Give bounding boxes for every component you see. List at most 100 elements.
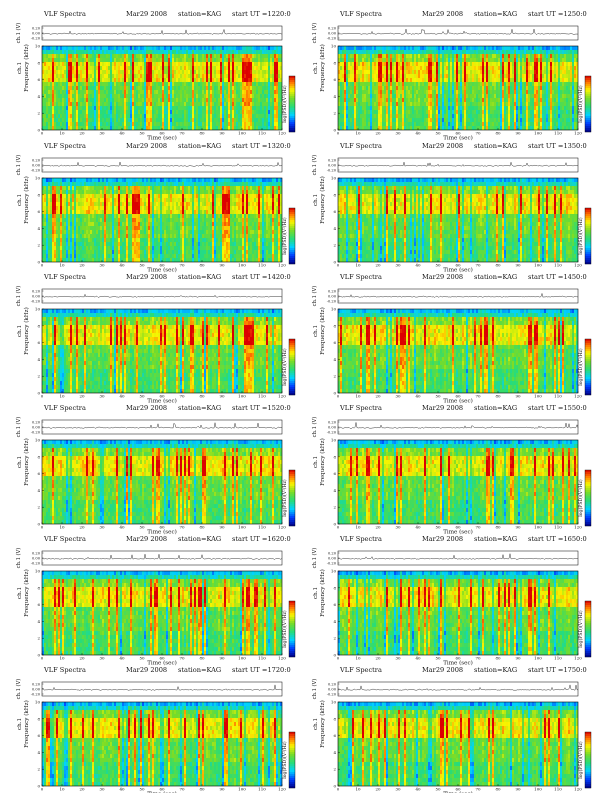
spectrogram-cell [370,126,372,130]
spectrogram-cell [246,114,248,118]
spectrogram-cell [202,122,204,126]
spectrogram-cell [108,62,110,66]
spectrogram-cell [532,66,534,70]
spectrogram-cell [214,118,216,122]
spectrogram-cell [154,78,156,82]
spectrogram-cell [44,50,46,54]
spectrogram-cell [518,50,520,54]
spectrogram-cell [196,50,198,54]
waveform-tick-label: -0.20 [31,37,41,41]
spectrogram-cell [528,126,530,130]
spectrogram-cell [558,46,560,50]
spectrogram-cell [338,90,340,94]
spectrogram-cell [186,126,188,130]
spectrogram-cell [480,50,482,54]
spectrogram-cell [64,54,66,58]
spectrogram-cell [62,122,64,126]
spectrogram-cell [458,78,460,82]
spectrogram-cell [144,126,146,130]
spectrogram-cell [84,90,86,94]
spectrogram-cell [452,118,454,122]
spectrogram-cell [86,58,88,62]
spectrogram-cell [196,54,198,58]
spectrogram-cell [174,110,176,114]
spectrogram-cell [104,98,106,102]
spectrogram-cell [550,46,552,50]
spectrogram-cell [424,90,426,94]
spectrogram-cell [428,58,430,62]
spectrogram-cell [164,110,166,114]
spectrogram-cell [94,46,96,50]
spectrogram-cell [378,98,380,102]
spectrogram-cell [246,66,248,70]
spectrogram-cell [450,94,452,98]
spectrogram-cell [536,94,538,98]
spectrogram-cell [256,70,258,74]
spectrogram-cell [238,118,240,122]
spectrogram-cell [562,78,564,82]
spectrogram-cell [390,90,392,94]
spectrogram-cell [106,122,108,126]
spectrogram-cell [52,90,54,94]
spectrogram-cell [350,86,352,90]
spectrogram-cell [118,62,120,66]
spectrogram-cell [278,54,280,58]
spectrogram-cell [154,110,156,114]
spectrogram-cell [500,98,502,102]
spectrogram-cell [270,70,272,74]
spectrogram-cell [178,58,180,62]
spectrogram-cell [538,110,540,114]
spectrogram-cell [486,126,488,130]
spectrogram-cell [402,102,404,106]
spectrogram-cell [210,82,212,86]
spectrogram-cell [342,78,344,82]
spectrogram-cell [106,58,108,62]
colorbar-swatch [289,128,295,130]
spectrogram-cell [448,118,450,122]
spectrogram-cell [66,122,68,126]
spectrogram-cell [62,98,64,102]
spectrogram-cell [424,122,426,126]
spectrogram-cell [454,94,456,98]
spectrogram-cell [244,110,246,114]
spectrogram-cell [352,54,354,58]
spectrogram-cell [154,118,156,122]
spectrogram-cell [154,46,156,50]
spectrogram-cell [354,90,356,94]
spectrogram-cell [54,98,56,102]
spectrogram-cell [166,122,168,126]
spectrogram-cell [386,66,388,70]
spectrogram-cell [110,126,112,130]
spectrogram-cell [208,66,210,70]
spectrogram-cell [386,46,388,50]
spectrogram-cell [390,126,392,130]
spectrogram-cell [504,90,506,94]
spectrogram-cell [132,46,134,50]
spectrogram-cell [252,74,254,78]
spectrogram-cell [126,54,128,58]
spectrogram-cell [144,90,146,94]
spectrogram-cell [176,102,178,106]
spectrogram-cell [156,54,158,58]
spectrogram-cell [210,78,212,82]
spectrogram-cell [446,90,448,94]
spectrogram-cell [422,98,424,102]
spectrogram-cell [208,58,210,62]
spectrogram-cell [402,90,404,94]
spectrogram-cell [504,110,506,114]
spectrogram-cell [86,46,88,50]
spectrogram-cell [84,50,86,54]
spectrogram-cell [176,70,178,74]
spectrogram-cell [222,54,224,58]
spectrogram-cell [426,122,428,126]
spectrogram-cell [548,94,550,98]
spectrogram-cell [132,118,134,122]
spectrogram-cell [90,82,92,86]
spectrogram-cell [350,98,352,102]
spectrogram-cell [478,126,480,130]
spectrogram-cell [508,74,510,78]
spectrogram-cell [498,54,500,58]
spectrogram-cell [382,102,384,106]
spectrogram-cell [518,102,520,106]
spectrogram-cell [388,122,390,126]
